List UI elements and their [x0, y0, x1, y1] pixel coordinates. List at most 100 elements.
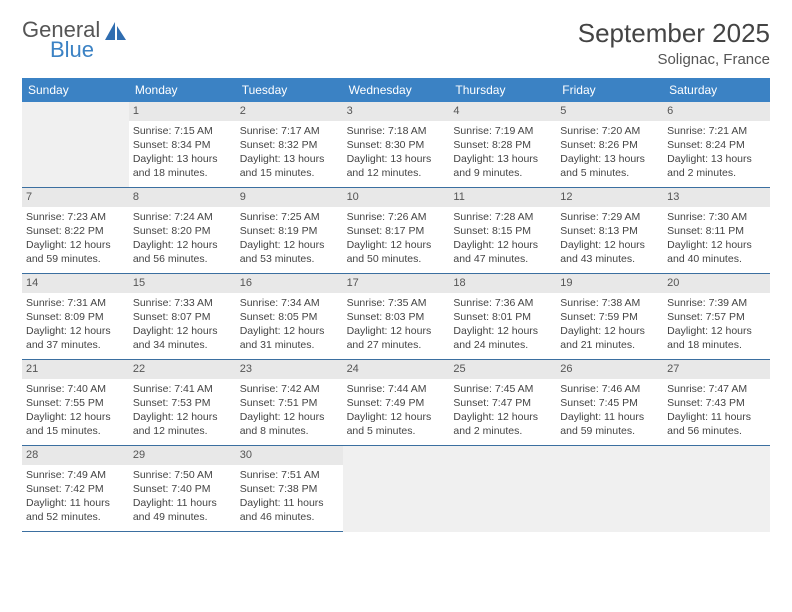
calendar-grid: 1Sunrise: 7:15 AMSunset: 8:34 PMDaylight… — [22, 102, 770, 532]
day-cell: 5Sunrise: 7:20 AMSunset: 8:26 PMDaylight… — [556, 102, 663, 188]
sunset-line: Sunset: 7:47 PM — [453, 396, 552, 410]
sunrise-line: Sunrise: 7:17 AM — [240, 124, 339, 138]
sunrise-line: Sunrise: 7:44 AM — [347, 382, 446, 396]
calendar-page: General Blue September 2025 Solignac, Fr… — [0, 0, 792, 550]
sunrise-line: Sunrise: 7:29 AM — [560, 210, 659, 224]
sunrise-line: Sunrise: 7:49 AM — [26, 468, 125, 482]
daylight-line: Daylight: 12 hours and 5 minutes. — [347, 410, 446, 438]
weekday-header: Tuesday — [236, 78, 343, 102]
sunrise-line: Sunrise: 7:31 AM — [26, 296, 125, 310]
sunrise-line: Sunrise: 7:40 AM — [26, 382, 125, 396]
sunset-line: Sunset: 8:11 PM — [667, 224, 766, 238]
day-cell: 22Sunrise: 7:41 AMSunset: 7:53 PMDayligh… — [129, 360, 236, 446]
weekday-header: Monday — [129, 78, 236, 102]
sunrise-line: Sunrise: 7:28 AM — [453, 210, 552, 224]
daylight-line: Daylight: 12 hours and 27 minutes. — [347, 324, 446, 352]
sunrise-line: Sunrise: 7:35 AM — [347, 296, 446, 310]
sunset-line: Sunset: 8:30 PM — [347, 138, 446, 152]
sunrise-line: Sunrise: 7:42 AM — [240, 382, 339, 396]
weekday-header: Wednesday — [343, 78, 450, 102]
day-cell: 21Sunrise: 7:40 AMSunset: 7:55 PMDayligh… — [22, 360, 129, 446]
sunrise-line: Sunrise: 7:47 AM — [667, 382, 766, 396]
sunset-line: Sunset: 7:43 PM — [667, 396, 766, 410]
daylight-line: Daylight: 13 hours and 18 minutes. — [133, 152, 232, 180]
logo-text: General Blue — [22, 18, 100, 61]
sunset-line: Sunset: 7:57 PM — [667, 310, 766, 324]
day-number: 9 — [236, 188, 343, 207]
day-number: 19 — [556, 274, 663, 293]
sunset-line: Sunset: 8:05 PM — [240, 310, 339, 324]
day-number: 12 — [556, 188, 663, 207]
daylight-line: Daylight: 13 hours and 5 minutes. — [560, 152, 659, 180]
day-number: 8 — [129, 188, 236, 207]
day-cell: 9Sunrise: 7:25 AMSunset: 8:19 PMDaylight… — [236, 188, 343, 274]
sunrise-line: Sunrise: 7:39 AM — [667, 296, 766, 310]
day-cell: 27Sunrise: 7:47 AMSunset: 7:43 PMDayligh… — [663, 360, 770, 446]
daylight-line: Daylight: 13 hours and 15 minutes. — [240, 152, 339, 180]
daylight-line: Daylight: 12 hours and 12 minutes. — [133, 410, 232, 438]
sunset-line: Sunset: 7:45 PM — [560, 396, 659, 410]
sunset-line: Sunset: 8:22 PM — [26, 224, 125, 238]
day-number: 3 — [343, 102, 450, 121]
sunset-line: Sunset: 8:15 PM — [453, 224, 552, 238]
sunrise-line: Sunrise: 7:20 AM — [560, 124, 659, 138]
day-cell: 15Sunrise: 7:33 AMSunset: 8:07 PMDayligh… — [129, 274, 236, 360]
sunrise-line: Sunrise: 7:18 AM — [347, 124, 446, 138]
daylight-line: Daylight: 11 hours and 59 minutes. — [560, 410, 659, 438]
day-number: 6 — [663, 102, 770, 121]
sunset-line: Sunset: 8:32 PM — [240, 138, 339, 152]
sunrise-line: Sunrise: 7:41 AM — [133, 382, 232, 396]
empty-cell — [663, 446, 770, 532]
day-number: 29 — [129, 446, 236, 465]
day-number: 1 — [129, 102, 236, 121]
day-number: 20 — [663, 274, 770, 293]
daylight-line: Daylight: 11 hours and 52 minutes. — [26, 496, 125, 524]
weekday-header: Friday — [556, 78, 663, 102]
sunrise-line: Sunrise: 7:50 AM — [133, 468, 232, 482]
sunrise-line: Sunrise: 7:38 AM — [560, 296, 659, 310]
day-number: 28 — [22, 446, 129, 465]
sunset-line: Sunset: 8:34 PM — [133, 138, 232, 152]
daylight-line: Daylight: 12 hours and 8 minutes. — [240, 410, 339, 438]
sunset-line: Sunset: 8:03 PM — [347, 310, 446, 324]
sunset-line: Sunset: 7:59 PM — [560, 310, 659, 324]
sunrise-line: Sunrise: 7:25 AM — [240, 210, 339, 224]
logo-part2: Blue — [50, 38, 100, 61]
title-block: September 2025 Solignac, France — [578, 18, 770, 68]
day-cell: 6Sunrise: 7:21 AMSunset: 8:24 PMDaylight… — [663, 102, 770, 188]
day-number: 27 — [663, 360, 770, 379]
daylight-line: Daylight: 11 hours and 46 minutes. — [240, 496, 339, 524]
empty-cell — [449, 446, 556, 532]
daylight-line: Daylight: 12 hours and 15 minutes. — [26, 410, 125, 438]
day-cell: 14Sunrise: 7:31 AMSunset: 8:09 PMDayligh… — [22, 274, 129, 360]
sunrise-line: Sunrise: 7:21 AM — [667, 124, 766, 138]
sunset-line: Sunset: 8:24 PM — [667, 138, 766, 152]
sunset-line: Sunset: 8:20 PM — [133, 224, 232, 238]
sunset-line: Sunset: 8:01 PM — [453, 310, 552, 324]
sunset-line: Sunset: 8:13 PM — [560, 224, 659, 238]
day-number: 2 — [236, 102, 343, 121]
sunset-line: Sunset: 8:09 PM — [26, 310, 125, 324]
day-number: 25 — [449, 360, 556, 379]
weekday-header: Thursday — [449, 78, 556, 102]
day-number: 15 — [129, 274, 236, 293]
sunrise-line: Sunrise: 7:33 AM — [133, 296, 232, 310]
sunrise-line: Sunrise: 7:36 AM — [453, 296, 552, 310]
daylight-line: Daylight: 12 hours and 2 minutes. — [453, 410, 552, 438]
empty-cell — [343, 446, 450, 532]
sunset-line: Sunset: 7:42 PM — [26, 482, 125, 496]
sunrise-line: Sunrise: 7:34 AM — [240, 296, 339, 310]
daylight-line: Daylight: 12 hours and 31 minutes. — [240, 324, 339, 352]
day-cell: 19Sunrise: 7:38 AMSunset: 7:59 PMDayligh… — [556, 274, 663, 360]
day-cell: 16Sunrise: 7:34 AMSunset: 8:05 PMDayligh… — [236, 274, 343, 360]
sunset-line: Sunset: 8:19 PM — [240, 224, 339, 238]
day-number: 17 — [343, 274, 450, 293]
day-cell: 13Sunrise: 7:30 AMSunset: 8:11 PMDayligh… — [663, 188, 770, 274]
day-cell: 4Sunrise: 7:19 AMSunset: 8:28 PMDaylight… — [449, 102, 556, 188]
logo: General Blue — [22, 18, 127, 61]
daylight-line: Daylight: 12 hours and 40 minutes. — [667, 238, 766, 266]
weekday-header: Sunday — [22, 78, 129, 102]
sunrise-line: Sunrise: 7:30 AM — [667, 210, 766, 224]
daylight-line: Daylight: 12 hours and 37 minutes. — [26, 324, 125, 352]
daylight-line: Daylight: 12 hours and 24 minutes. — [453, 324, 552, 352]
